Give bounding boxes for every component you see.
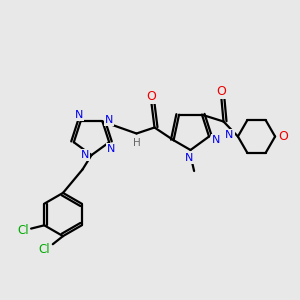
Text: N: N xyxy=(106,144,115,154)
Text: N: N xyxy=(225,130,234,140)
Text: O: O xyxy=(217,85,226,98)
Text: Cl: Cl xyxy=(39,243,50,256)
Text: H: H xyxy=(133,137,140,148)
Text: N: N xyxy=(105,115,113,125)
Text: N: N xyxy=(185,153,193,163)
Text: Cl: Cl xyxy=(17,224,28,237)
Text: O: O xyxy=(279,130,288,143)
Text: O: O xyxy=(147,90,156,104)
Text: N: N xyxy=(81,150,89,160)
Text: N: N xyxy=(75,110,83,120)
Text: N: N xyxy=(212,134,220,145)
